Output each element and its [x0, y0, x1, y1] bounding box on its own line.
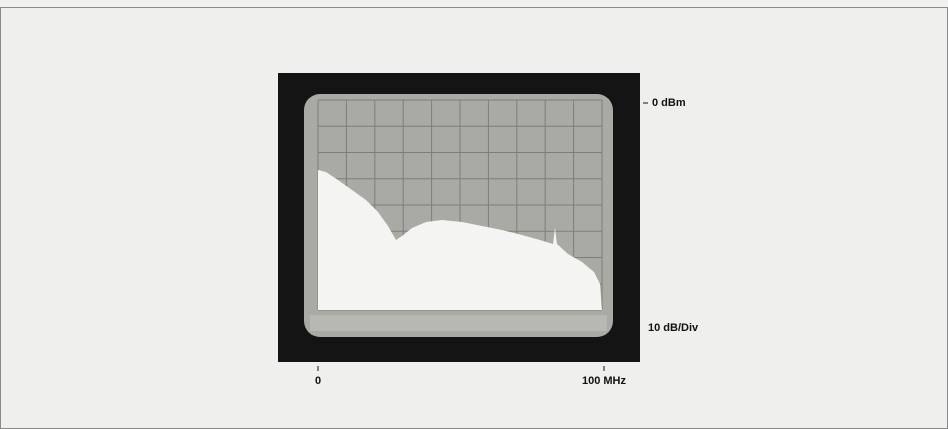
x-start-label: 0 — [315, 375, 321, 387]
reference-level-label: 0 dBm — [652, 97, 686, 109]
scale-label: 10 dB/Div — [648, 322, 699, 334]
spectrum-trace — [318, 170, 602, 310]
x-end-label: 100 MHz — [582, 375, 627, 387]
screen-footer — [310, 315, 607, 331]
